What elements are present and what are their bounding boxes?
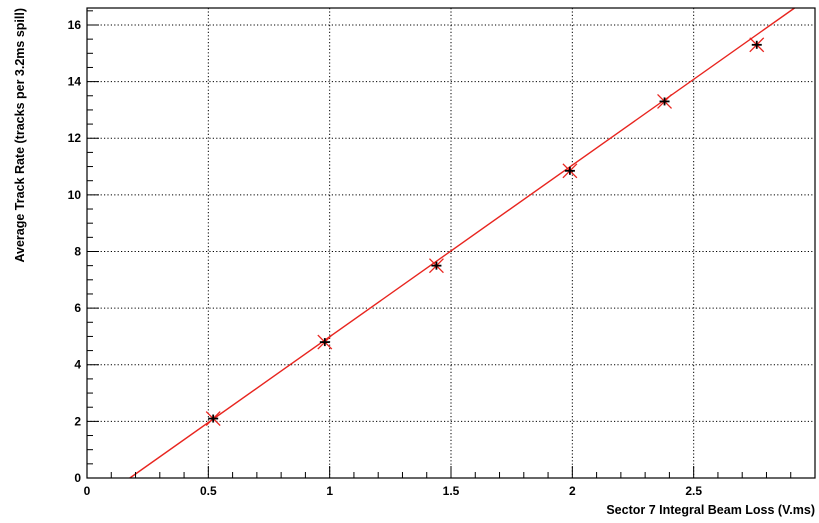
grid-lines <box>87 8 815 478</box>
x-tick-label: 2 <box>569 484 576 498</box>
y-tick-label: 10 <box>68 188 82 202</box>
x-tick-label: 0 <box>84 484 91 498</box>
x-tick-label: 1 <box>326 484 333 498</box>
data-point <box>658 94 672 108</box>
y-tick-label: 0 <box>74 471 81 485</box>
axis-ticks <box>87 11 791 478</box>
y-tick-labels: 0 2 4 6 8 10 12 14 16 <box>68 18 82 485</box>
data-point <box>750 38 764 52</box>
x-axis-title: Sector 7 Integral Beam Loss (V.ms) <box>606 503 815 517</box>
y-tick-label: 14 <box>68 75 82 89</box>
y-tick-label: 2 <box>74 414 81 428</box>
y-tick-label: 12 <box>68 131 82 145</box>
data-point <box>318 335 332 349</box>
y-tick-label: 4 <box>74 358 81 372</box>
data-point <box>206 412 220 426</box>
data-points <box>206 38 764 426</box>
data-point <box>563 164 577 178</box>
y-axis-title: Average Track Rate (tracks per 3.2ms spi… <box>13 8 27 263</box>
x-tick-label: 2.5 <box>685 484 702 498</box>
x-tick-label: 0.5 <box>200 484 217 498</box>
y-tick-label: 8 <box>74 244 81 258</box>
fit-line <box>130 8 795 478</box>
x-tick-labels: 0 0.5 1 1.5 2 2.5 <box>84 484 703 498</box>
x-tick-label: 1.5 <box>443 484 460 498</box>
y-tick-label: 6 <box>74 301 81 315</box>
y-tick-label: 16 <box>68 18 82 32</box>
